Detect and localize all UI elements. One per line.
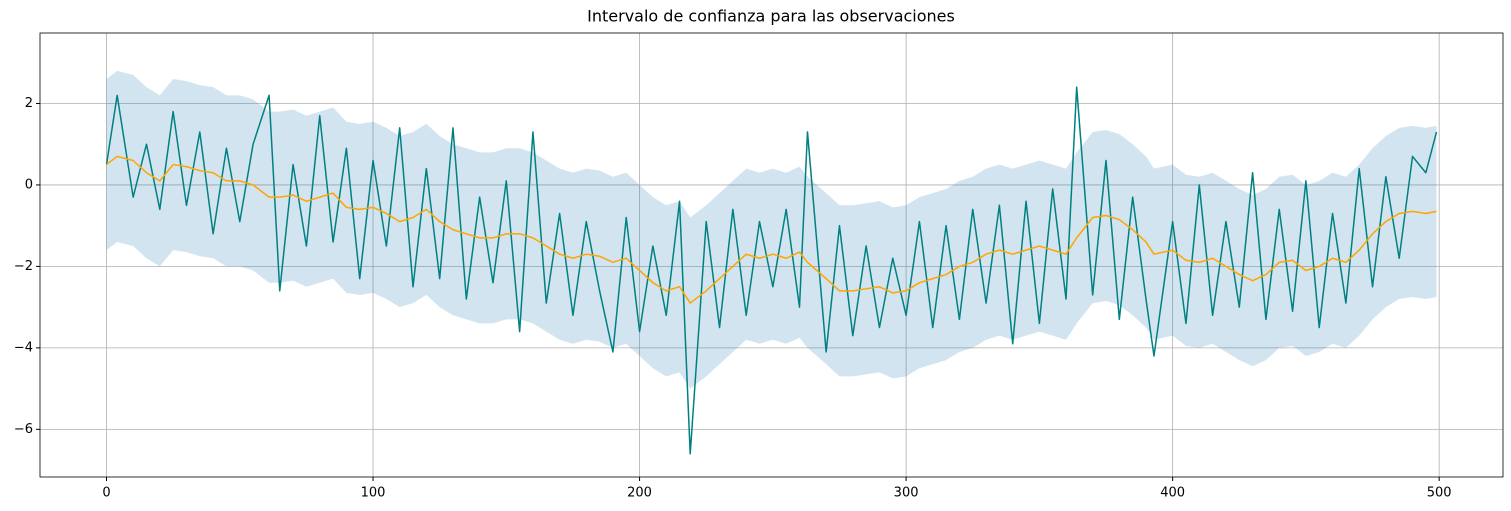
chart-title: Intervalo de confianza para las observac… [587, 7, 955, 26]
x-tick-label: 100 [361, 486, 386, 501]
y-tick-label: −6 [14, 422, 33, 437]
x-tick-label: 300 [894, 486, 919, 501]
confidence-band [106, 70, 1437, 389]
x-tick-label: 400 [1160, 486, 1185, 501]
y-tick-label: −4 [14, 340, 33, 355]
x-tick-label: 0 [102, 486, 110, 501]
y-tick-label: 0 [25, 177, 33, 192]
x-tick-label: 500 [1427, 486, 1452, 501]
plot-frame [39, 32, 1504, 478]
x-tick-label: 200 [627, 486, 652, 501]
y-tick-label: 2 [25, 96, 33, 111]
series-line [105, 86, 1438, 455]
series-line [106, 155, 1437, 304]
y-tick-label: −2 [14, 259, 33, 274]
